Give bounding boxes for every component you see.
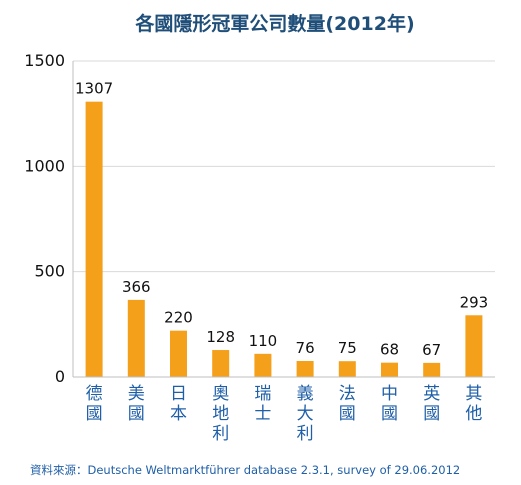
x-tick-label: 法國 — [339, 384, 356, 424]
x-tick-label: 義大利 — [297, 384, 314, 444]
data-label: 366 — [122, 278, 151, 296]
gridlines — [73, 60, 495, 273]
data-label: 68 — [380, 341, 399, 359]
bar — [127, 299, 145, 377]
data-label: 293 — [460, 293, 489, 311]
x-tick-label: 日本 — [170, 384, 187, 424]
bar — [465, 315, 483, 377]
bars — [85, 101, 483, 378]
bar — [85, 101, 103, 378]
y-axis-ticks: 0 500 1000 1500 — [24, 51, 65, 386]
x-tick-label: 美國 — [128, 384, 145, 424]
y-tick-label: 0 — [55, 367, 65, 386]
bar — [338, 361, 356, 377]
x-tick-label: 英國 — [423, 384, 440, 424]
bar — [254, 353, 272, 377]
y-tick-label: 1000 — [24, 156, 65, 175]
x-tick-label: 瑞士 — [254, 384, 271, 424]
data-labels: 1307 366 220 128 110 76 75 68 67 293 — [75, 80, 488, 359]
data-label: 1307 — [75, 80, 113, 98]
bar — [170, 330, 187, 377]
bar — [296, 360, 314, 377]
data-label: 76 — [296, 339, 315, 357]
x-tick-label: 中國 — [381, 384, 398, 424]
bar — [423, 362, 441, 377]
x-tick-label: 其他 — [465, 384, 482, 424]
x-tick-label: 奧地利 — [212, 384, 229, 444]
bar — [212, 350, 230, 377]
chart-title: 各國隱形冠軍公司數量(2012年) — [134, 12, 414, 35]
data-label: 110 — [249, 332, 278, 350]
y-tick-label: 500 — [34, 262, 65, 281]
data-label: 128 — [206, 328, 235, 346]
bar — [381, 362, 398, 377]
data-label: 220 — [164, 309, 193, 327]
y-tick-label: 1500 — [24, 51, 65, 70]
source-note: 資料來源：Deutsche Weltmarktführer database 2… — [30, 463, 461, 477]
data-label: 67 — [422, 341, 441, 359]
x-tick-label: 德國 — [86, 384, 103, 424]
data-label: 75 — [338, 339, 357, 357]
